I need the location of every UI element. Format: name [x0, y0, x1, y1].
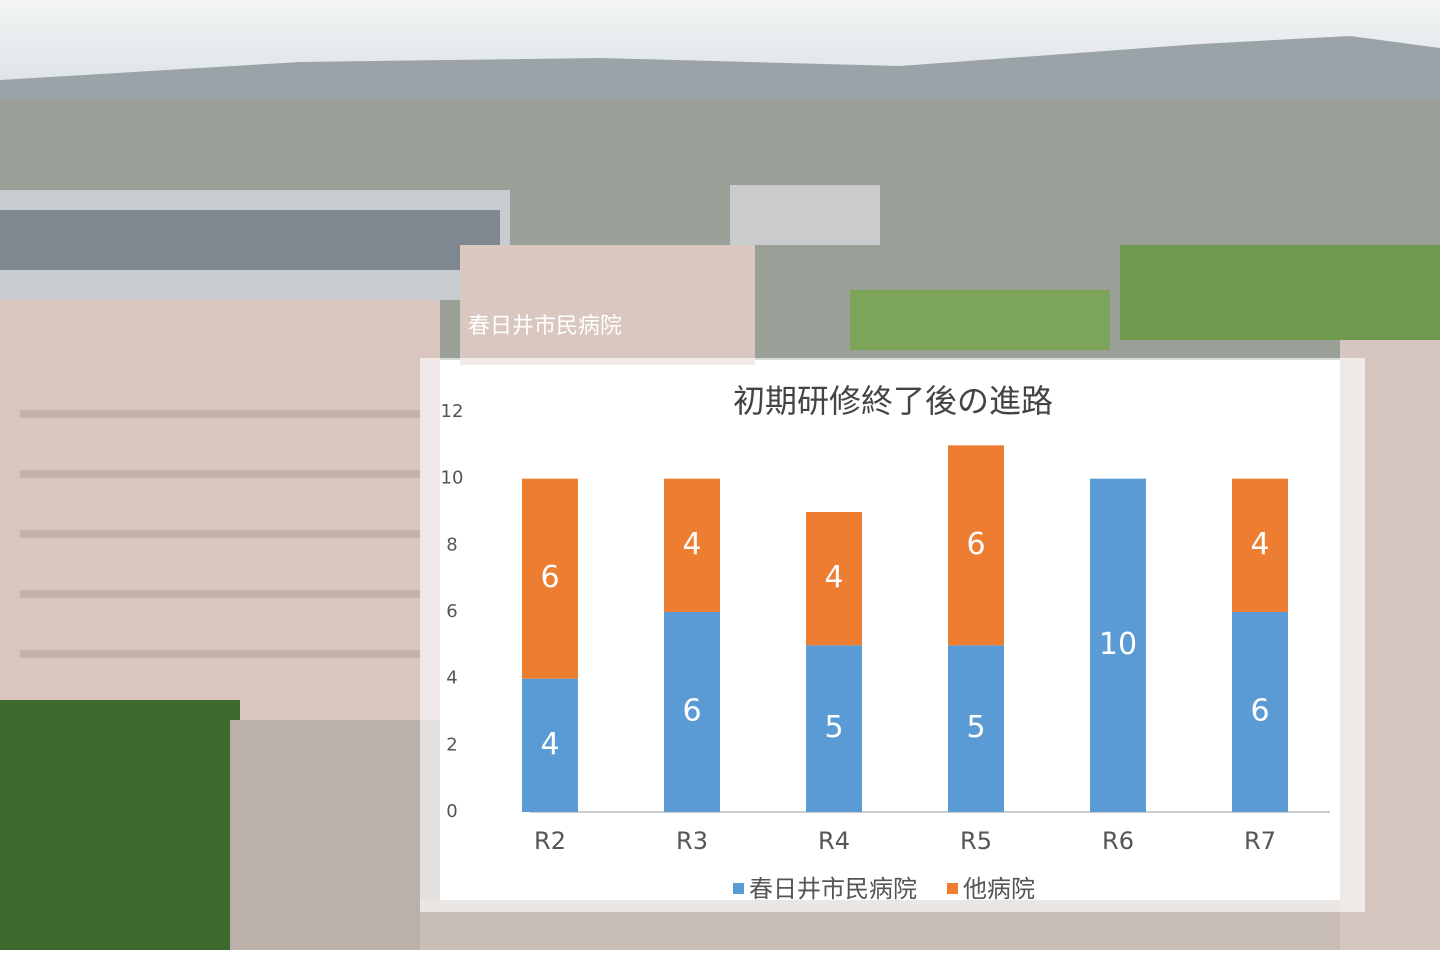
y-tick-label: 8 — [446, 534, 457, 555]
page: 春日井市民病院 初期研修終了後の進路 0 2 4 6 8 10 12 R2 4 6 R3 6 4 R4 5 4… — [0, 0, 1440, 950]
x-tick-label: R2 — [534, 827, 566, 855]
data-label: 4 — [824, 560, 843, 595]
chart-title: 初期研修終了後の進路 — [733, 382, 1053, 420]
data-label: 6 — [682, 694, 701, 729]
data-label: 4 — [682, 527, 701, 562]
data-label: 6 — [540, 560, 559, 595]
y-tick-label: 4 — [446, 668, 457, 689]
y-tick-label: 2 — [446, 734, 457, 755]
building-sign: 春日井市民病院 — [468, 314, 622, 339]
data-label: 5 — [824, 710, 843, 745]
y-tick-label: 0 — [446, 801, 457, 822]
data-label: 6 — [966, 527, 985, 562]
x-tick-label: R4 — [818, 827, 850, 855]
y-tick-label: 12 — [441, 401, 464, 422]
y-tick-label: 10 — [441, 468, 464, 489]
x-tick-label: R7 — [1244, 827, 1276, 855]
x-tick-label: R3 — [676, 827, 708, 855]
y-tick-label: 6 — [446, 601, 457, 622]
data-label: 4 — [540, 727, 559, 762]
data-label: 5 — [966, 710, 985, 745]
x-tick-label: R5 — [960, 827, 992, 855]
data-label: 10 — [1099, 627, 1137, 662]
legend-swatch — [733, 883, 744, 894]
x-tick-label: R6 — [1102, 827, 1134, 855]
legend-label: 他病院 — [963, 875, 1035, 903]
data-label: 4 — [1250, 527, 1269, 562]
legend-label: 春日井市民病院 — [749, 875, 917, 903]
data-label: 6 — [1250, 694, 1269, 729]
legend-swatch — [947, 883, 958, 894]
